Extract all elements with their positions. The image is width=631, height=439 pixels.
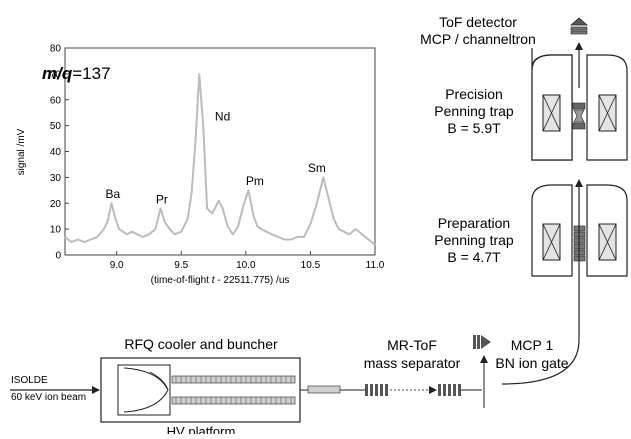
peak-label-sm: Sm [308,161,326,175]
preparation-magnet [531,184,628,277]
plot-frame [64,47,376,256]
spectrum-line [64,72,376,246]
mrtof-mirror-right [438,384,461,396]
peak-label-ba: Ba [105,187,120,201]
y-tick-label: 60 [50,95,62,106]
mass-charge-annotation: m/q=137 [42,64,111,83]
rfq-electrodes [117,364,296,416]
x-tick-label: 9.5 [174,260,188,271]
precision-trap-subtitle: Penning trap [434,103,514,119]
preparation-trap-subtitle: Penning trap [434,232,514,248]
isolde-beam-energy: 60 keV ion beam [11,392,86,403]
precision-trap-field: B = 5.9T [447,120,501,136]
coil-left [542,94,561,132]
y-axis-label: signal /mV [16,128,27,175]
preparation-trap-field: B = 4.7T [447,249,501,265]
y-tick-label: 20 [50,199,62,210]
tof-spectrum-chart: 0 10 20 30 40 50 60 70 80 9.0 9.5 10.0 10.5 11.0 Ba Pr… [16,44,385,287]
y-tick-label: 10 [50,225,62,236]
transfer-tube [307,385,341,394]
mrtof-mirror-left [365,384,388,396]
coil-right [598,223,617,261]
tof-detector-subtitle: MCP / channeltron [420,31,536,47]
peak-label-nd: Nd [215,109,230,123]
peak-labels-group: Ba Pr Nd Pm Sm [105,109,325,206]
x-tick-label: 9.0 [110,260,124,271]
coil-right [598,94,617,132]
hv-platform-label: HV platform [167,424,236,434]
y-tick-label: 0 [55,251,61,262]
x-tick-label: 11.0 [366,260,385,271]
rfq-title: RFQ cooler and buncher [124,336,278,352]
tof-detector-title: ToF detector [439,14,517,30]
x-tick-label: 10.5 [301,260,321,271]
rfq-segment-ticks [175,376,292,404]
peak-label-pr: Pr [156,192,168,206]
coil-left [542,223,561,261]
mcp1-label: MCP 1 [511,337,554,353]
mrtof-subtitle: mass separator [364,355,461,371]
preparation-trap-title: Preparation [438,215,510,231]
axis-ticks-group: 0 10 20 30 40 50 60 70 80 9.0 9.5 10.0 10.5 11.0 [50,44,385,272]
peak-label-pm: Pm [246,174,264,188]
y-tick-label: 50 [50,121,62,132]
mrtof-title: MR-ToF [387,337,437,353]
tof-detector-icon [569,17,589,35]
bn-ion-gate-label: BN ion gate [495,355,568,371]
mcp1-detector-icon [473,335,491,349]
x-axis-label: (time-of-flight t - 22511.775) /us [151,275,290,286]
y-tick-label: 40 [50,147,62,158]
precision-trap-title: Precision [445,86,503,102]
y-tick-label: 80 [50,44,62,55]
x-tick-label: 10.0 [236,260,256,271]
y-tick-label: 30 [50,173,62,184]
precision-magnet [531,48,628,161]
y-tick-label: 70 [50,69,62,80]
precision-trap-electrodes [572,102,586,130]
beamline-diagram: ToF detector MCP / channeltron [10,14,628,439]
beam-path-curve [501,279,580,385]
isolde-label: ISOLDE [11,375,48,386]
